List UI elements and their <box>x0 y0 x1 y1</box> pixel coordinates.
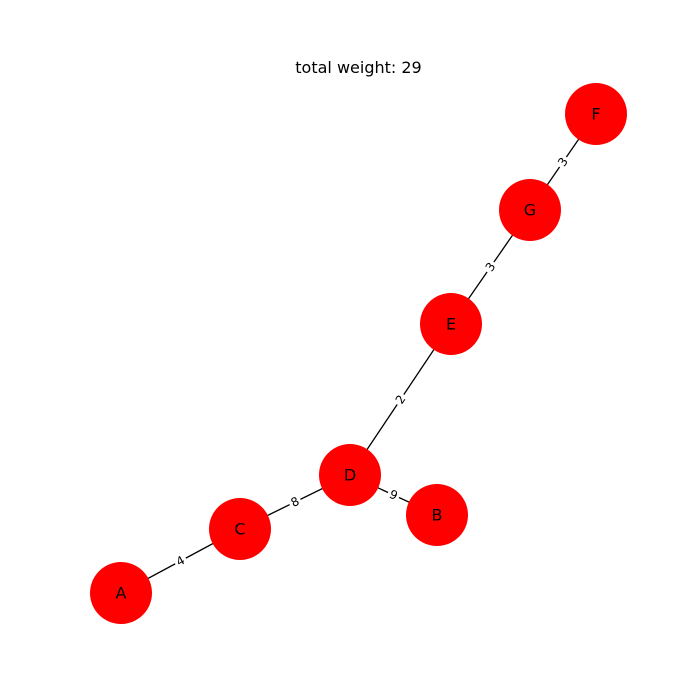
node-label-E: E <box>446 315 456 334</box>
edge-label-C-D: 8 <box>286 492 304 512</box>
node-label-A: A <box>116 584 127 603</box>
edge-label-background <box>553 152 573 172</box>
node-label-F: F <box>591 105 600 124</box>
edge-label-background <box>390 390 411 409</box>
edge-label-background <box>480 257 501 277</box>
node-B <box>406 484 468 546</box>
node-C <box>209 498 271 560</box>
node-G <box>499 179 561 241</box>
node-E <box>420 293 482 355</box>
node-F <box>565 83 627 145</box>
node-label-D: D <box>344 466 356 485</box>
graph-title: total weight: 29 <box>295 58 422 77</box>
edge-label-A-C: 4 <box>171 551 190 571</box>
edge-label-E-G: 3 <box>480 257 501 277</box>
node-label-C: C <box>234 520 245 539</box>
node-label-G: G <box>524 201 536 220</box>
node-D <box>319 444 381 506</box>
edge-label-background <box>171 551 190 571</box>
edge-label-G-F: 3 <box>553 152 573 172</box>
node-layer: A B C D E F G <box>90 83 627 624</box>
edge-label-layer: 4 8 9 2 3 3 <box>171 152 573 571</box>
node-A <box>90 562 152 624</box>
edge-label-background <box>286 492 304 512</box>
edge-label-D-B: 9 <box>384 485 403 505</box>
node-label-B: B <box>432 506 443 525</box>
edge-label-D-E: 2 <box>390 390 411 409</box>
edge-label-background <box>384 485 403 505</box>
